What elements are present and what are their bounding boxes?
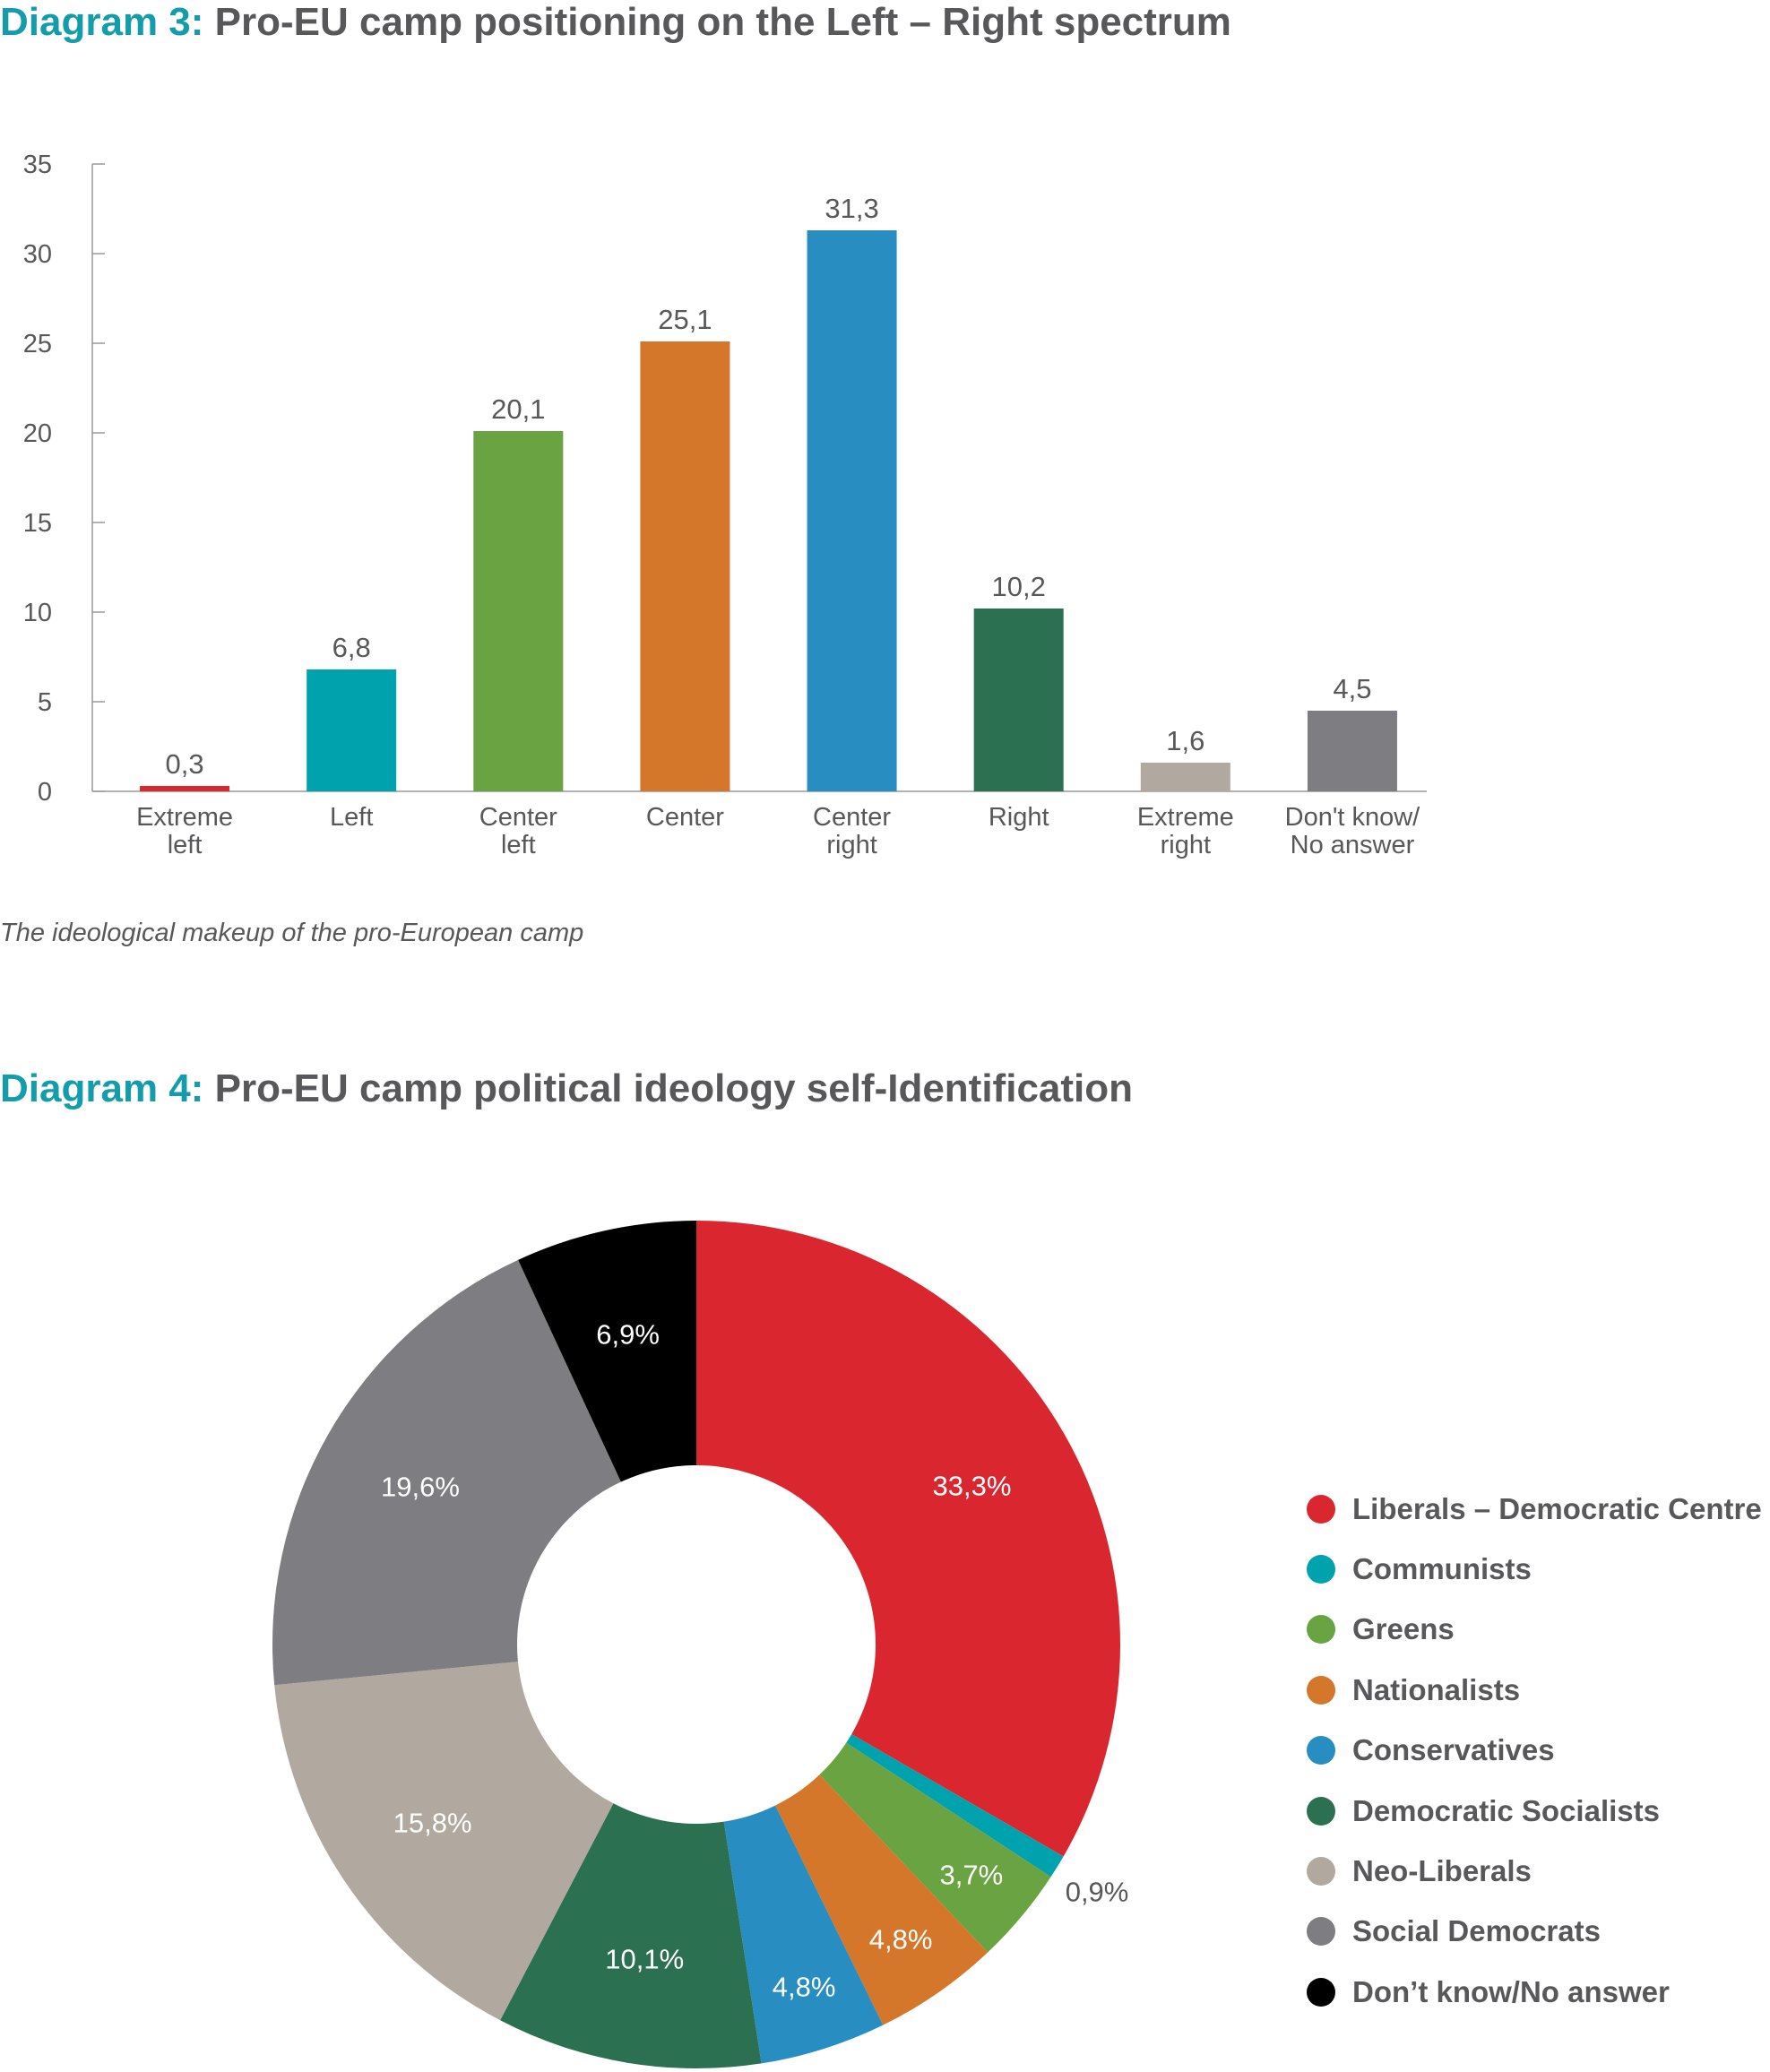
legend-label: Conservatives <box>1352 1733 1555 1767</box>
data-label: 1,6 <box>1166 725 1204 756</box>
legend-item: Social Democrats <box>1307 1902 1762 1962</box>
data-label: 20,1 <box>491 393 545 425</box>
x-tick-label: left <box>501 831 536 859</box>
legend-item: Liberals – Democratic Centre <box>1307 1479 1762 1539</box>
y-tick-label: 10 <box>23 599 52 627</box>
donut-slice <box>846 1734 1064 1878</box>
donut-chart: 33,3% 0,9% 3,7% 4,8% 4,8% 10,1% 15,8% 19,6% 6,9% <box>272 1221 1129 2068</box>
y-tick-label: 35 <box>23 151 52 179</box>
title-prefix: Diagram 4: <box>0 1066 204 1110</box>
legend-item: Don’t know/No answer <box>1307 1962 1762 2022</box>
slice-label: 19,6% <box>381 1471 460 1502</box>
title-text: Pro-EU camp political ideology self-Iden… <box>214 1066 1134 1110</box>
data-label: 25,1 <box>658 304 712 335</box>
slice-label: 4,8% <box>773 1972 836 2003</box>
bar <box>307 669 397 791</box>
title-text: Pro-EU camp positioning on the Left – Ri… <box>214 0 1231 44</box>
bar <box>1307 711 1397 791</box>
diagram-3-title: Diagram 3: Pro-EU camp positioning on th… <box>0 0 1231 45</box>
slice-label: 33,3% <box>932 1471 1011 1502</box>
bar <box>140 786 230 791</box>
legend-label: Greens <box>1352 1612 1455 1646</box>
legend-item: Conservatives <box>1307 1721 1762 1781</box>
legend-swatch <box>1307 1494 1335 1524</box>
bar <box>973 609 1064 791</box>
x-tick-label: Right <box>989 803 1049 832</box>
legend-label: Social Democrats <box>1352 1914 1601 1948</box>
donut-slice <box>696 1221 1120 1857</box>
data-label: 10,2 <box>992 571 1046 602</box>
donut-slice <box>723 1805 884 2064</box>
x-tick-label: Extreme <box>136 803 233 832</box>
bar <box>807 230 897 791</box>
legend-label: Communists <box>1352 1552 1532 1586</box>
legend-swatch <box>1307 1615 1335 1645</box>
slice-label: 4,8% <box>869 1924 933 1955</box>
data-label: 6,8 <box>332 632 371 663</box>
donut-slice <box>775 1774 989 2025</box>
x-tick-label: Center <box>813 803 891 832</box>
title-prefix: Diagram 3: <box>0 0 204 44</box>
legend-swatch <box>1307 1796 1335 1826</box>
legend-swatch <box>1307 1675 1335 1705</box>
data-label: 31,3 <box>825 193 878 224</box>
slice-label: 10,1% <box>605 1943 684 1974</box>
y-tick-label: 0 <box>38 778 52 807</box>
donut-slice <box>500 1803 762 2068</box>
data-label: 0,3 <box>166 748 204 780</box>
legend-swatch <box>1307 1857 1335 1886</box>
donut-slice <box>272 1259 621 1686</box>
slice-label: 6,9% <box>596 1318 660 1350</box>
diagram-4-title: Diagram 4: Pro-EU camp political ideolog… <box>0 1066 1133 1111</box>
legend-swatch <box>1307 1555 1335 1584</box>
y-tick-label: 20 <box>23 419 52 448</box>
x-tick-label: Center <box>646 803 724 832</box>
data-label: 4,5 <box>1333 673 1371 704</box>
bar <box>1140 763 1230 791</box>
x-tick-label: Extreme <box>1137 803 1234 832</box>
legend-label: Nationalists <box>1352 1672 1521 1706</box>
legend-label: Democratic Socialists <box>1352 1793 1660 1827</box>
legend-swatch <box>1307 1917 1335 1947</box>
donut-slice <box>819 1742 1051 1953</box>
bar <box>473 431 564 791</box>
legend-item: Democratic Socialists <box>1307 1781 1762 1841</box>
legend-item: Greens <box>1307 1600 1762 1660</box>
legend-item: Communists <box>1307 1539 1762 1599</box>
slice-label: 3,7% <box>939 1860 1003 1891</box>
slice-label: 0,9% <box>1066 1876 1129 1907</box>
x-tick-label: Left <box>330 803 373 832</box>
slice-label: 15,8% <box>393 1807 472 1838</box>
y-tick-label: 5 <box>38 688 52 717</box>
legend-swatch <box>1307 1977 1335 2007</box>
x-tick-label: right <box>1161 831 1211 859</box>
donut-slice <box>274 1662 614 2021</box>
bar <box>640 341 730 791</box>
x-tick-label: No answer <box>1291 831 1415 859</box>
legend-swatch <box>1307 1736 1335 1766</box>
x-tick-label: left <box>168 831 203 859</box>
legend: Liberals – Democratic Centre Communists Gr… <box>1307 1479 1762 2023</box>
legend-label: Neo-Liberals <box>1352 1854 1532 1888</box>
x-tick-label: Don't know/ <box>1285 803 1421 832</box>
x-tick-label: right <box>826 831 876 859</box>
legend-label: Don’t know/No answer <box>1352 1974 1670 2008</box>
y-tick-label: 30 <box>23 240 52 269</box>
legend-item: Nationalists <box>1307 1660 1762 1720</box>
y-tick-label: 25 <box>23 330 52 358</box>
legend-item: Neo-Liberals <box>1307 1841 1762 1901</box>
y-tick-label: 15 <box>23 509 52 538</box>
legend-label: Liberals – Democratic Centre <box>1352 1491 1762 1525</box>
donut-slice <box>518 1221 696 1482</box>
diagram-3-caption: The ideological makeup of the pro-Europe… <box>0 919 584 947</box>
x-tick-label: Center <box>479 803 557 832</box>
bar-chart: 051015202530350,3Extremeleft6,8Left20,1C… <box>23 151 1427 859</box>
